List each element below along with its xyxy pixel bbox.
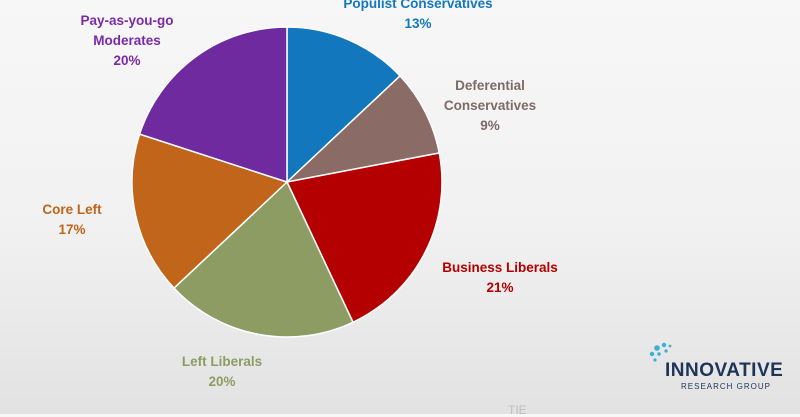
slice-label-line: Deferential	[455, 78, 525, 93]
slice-label-line: 21%	[486, 280, 513, 295]
slice-label-business-liberals: Business Liberals 21%	[442, 260, 558, 295]
slice-label-line: Pay-as-you-go	[80, 13, 173, 28]
slice-label-line: Moderates	[93, 33, 161, 48]
slice-label-core-left: Core Left 17%	[42, 202, 102, 237]
bottom-edge-text: TIE	[508, 403, 527, 417]
logo-dots-icon	[649, 342, 672, 362]
slice-label-line: Core Left	[42, 202, 102, 217]
innovative-research-group-logo: INNOVATIVE RESEARCH GROUP	[645, 340, 795, 400]
slice-label-line: Populist Conservatives	[343, 0, 492, 11]
pie-slice-pay-as-you-go	[138, 26, 288, 184]
slice-label-line: 17%	[58, 222, 85, 237]
pie-slice-left-liberals	[172, 180, 354, 338]
pie-slice-populist-conservatives	[286, 26, 402, 184]
logo-subtitle: RESEARCH GROUP	[681, 382, 772, 391]
pie-slices	[131, 26, 443, 338]
slice-label-deferential: Deferential Conservatives 9%	[444, 78, 536, 133]
slice-label-line: Left Liberals	[182, 354, 262, 369]
slice-label-left-liberals: Left Liberals 20%	[182, 354, 262, 389]
slice-labels: Populist Conservatives 13% Deferential Cons…	[42, 0, 557, 389]
pie-slice-core-left	[131, 133, 289, 290]
pie-slice-business-liberals	[285, 152, 443, 324]
slice-label-line: 13%	[404, 16, 431, 31]
slice-label-line: 20%	[208, 374, 235, 389]
slice-label-line: 20%	[113, 53, 140, 68]
slice-label-line: Business Liberals	[442, 260, 558, 275]
slice-label-populist-conservatives: Populist Conservatives 13%	[343, 0, 492, 31]
slice-label-line: 9%	[480, 118, 500, 133]
pie-slice-deferential	[284, 74, 441, 184]
slice-label-pay-as-you-go: Pay-as-you-go Moderates 20%	[80, 13, 173, 68]
logo-name: INNOVATIVE	[665, 360, 784, 381]
slice-label-line: Conservatives	[444, 98, 536, 113]
